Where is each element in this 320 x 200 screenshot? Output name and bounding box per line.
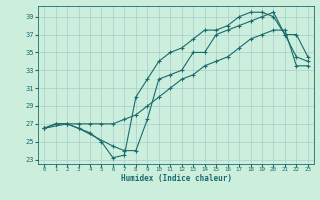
X-axis label: Humidex (Indice chaleur): Humidex (Indice chaleur)	[121, 174, 231, 183]
